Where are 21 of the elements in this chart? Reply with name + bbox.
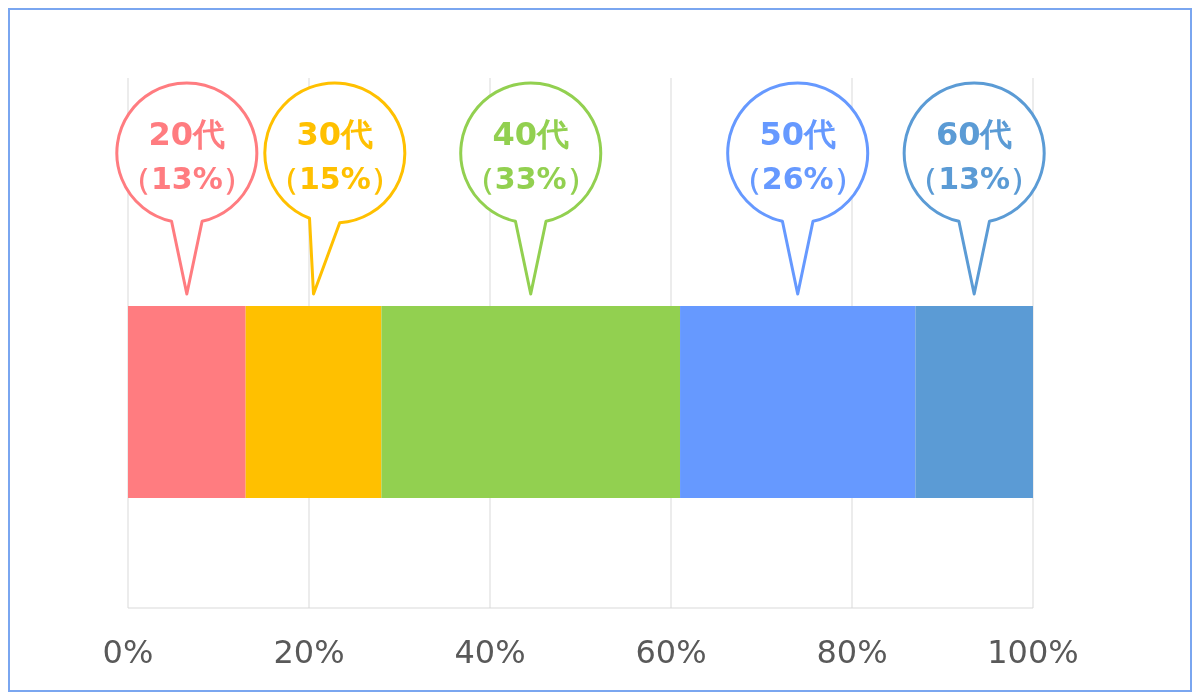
annotation: （33%） <box>464 161 597 196</box>
text: 50代 <box>759 115 836 153</box>
annotation: （13%） <box>908 161 1041 196</box>
x-tick-label: 60% <box>635 633 707 671</box>
text: 60代 <box>935 115 1013 153</box>
x-tick-label: 100% <box>987 633 1079 671</box>
x-tick-label: 0% <box>102 633 154 671</box>
annotation: （15%） <box>268 161 401 196</box>
x-tick-label: 40% <box>454 633 526 671</box>
bar <box>381 306 681 498</box>
bar <box>680 306 916 498</box>
text: 30代 <box>296 115 374 153</box>
bar <box>128 306 246 498</box>
bar <box>245 306 382 498</box>
text: 40代 <box>492 115 569 153</box>
text: 20代 <box>148 115 226 153</box>
x-tick-label: 80% <box>816 633 888 671</box>
bar <box>915 306 1033 498</box>
annotation: （26%） <box>731 161 864 196</box>
x-tick-label: 20% <box>273 633 345 671</box>
annotation: （13%） <box>120 161 253 196</box>
